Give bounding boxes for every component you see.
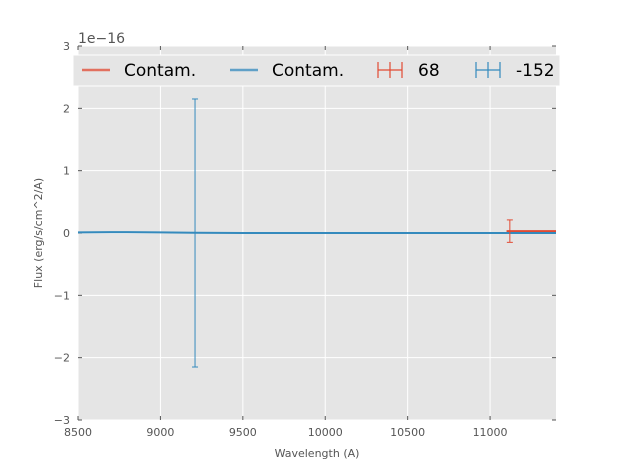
x-tick-label: 10500 <box>390 426 425 439</box>
x-tick-label: 8500 <box>64 426 92 439</box>
x-tick-label: 9000 <box>146 426 174 439</box>
legend-label: -152 <box>516 61 555 81</box>
y-tick-label: 1 <box>63 165 70 178</box>
x-tick-label: 9500 <box>229 426 257 439</box>
y-offset-label: 1e−16 <box>78 31 125 47</box>
x-tick-label: 11000 <box>473 426 508 439</box>
y-tick-label: 3 <box>63 40 70 53</box>
axis-ticks: 8500 9000 9500 10000 10500 11000 −3 −2 −1 0 1 2 3 <box>54 40 556 439</box>
y-tick-label: −3 <box>54 414 70 427</box>
y-axis-label: Flux (erg/s/cm^2/A) <box>32 178 45 288</box>
series-line <box>77 231 556 234</box>
legend: Contam. Contam. 68 -152 <box>72 54 561 87</box>
legend-label: 68 <box>418 61 440 81</box>
x-tick-label: 10000 <box>308 426 343 439</box>
y-tick-label: −2 <box>54 352 70 365</box>
legend-label: Contam. <box>124 61 196 81</box>
y-tick-label: −1 <box>54 289 70 302</box>
series <box>77 98 556 368</box>
y-tick-label: 0 <box>63 227 70 240</box>
x-axis-label: Wavelength (A) <box>275 447 360 460</box>
legend-label: Contam. <box>272 61 344 81</box>
y-tick-label: 2 <box>63 102 70 115</box>
